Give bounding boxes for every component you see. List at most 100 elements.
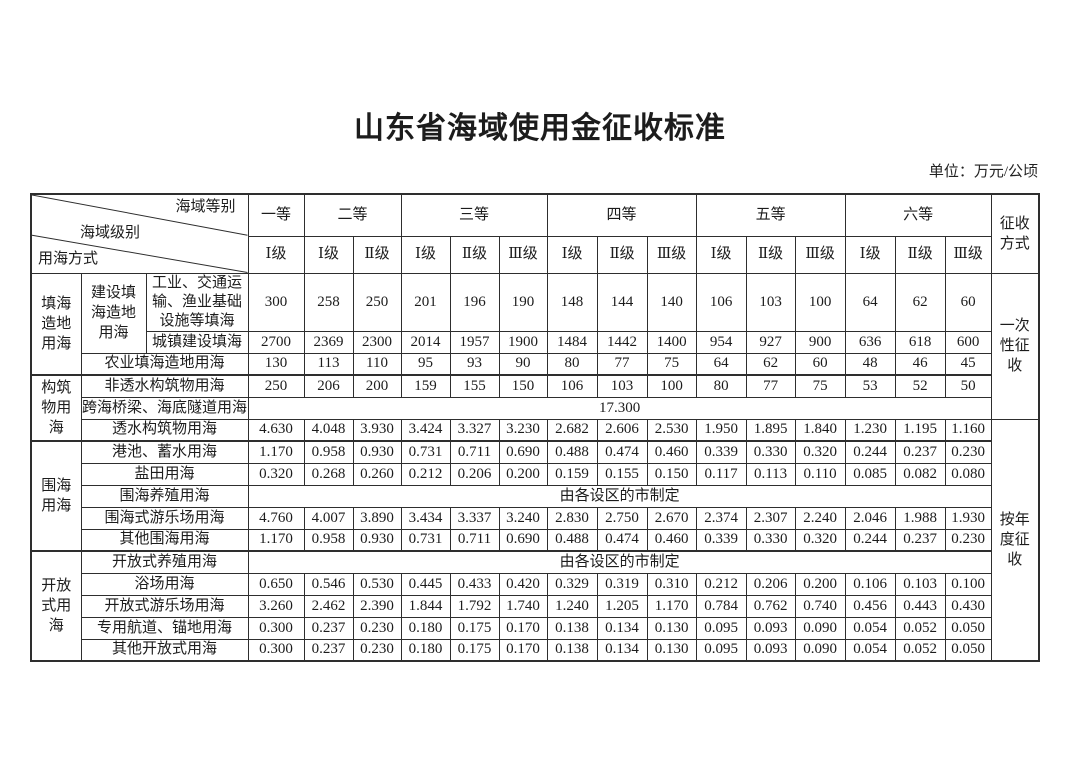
value-cell: 250 — [352, 272, 402, 332]
table-row: 城镇建设填海 2700 2369 2300 2014 1957 1900 1484 1442 14… — [31, 330, 1039, 354]
level-header-cell: Ⅰ级 — [546, 235, 598, 274]
value-cell: 110 — [352, 352, 402, 376]
value-cell: 0.175 — [449, 638, 500, 662]
value-cell: 45 — [944, 352, 992, 376]
value-cell: 4.630 — [247, 418, 305, 442]
level-header-cell: Ⅰ级 — [247, 235, 305, 274]
value-cell: 4.760 — [247, 506, 305, 530]
page-title: 山东省海域使用金征收标准 — [354, 112, 726, 145]
value-cell: 258 — [303, 272, 354, 332]
header-grade-row: 海域等别 海域级别 用海方式 一等 二等 三等 四等 五等 六等 征收方式 — [30, 193, 1040, 274]
level-header-cell: Ⅰ级 — [303, 235, 354, 274]
value-cell: 2.750 — [596, 506, 648, 530]
table-row: 盐田用海 0.320 0.268 0.260 0.212 0.206 0.200 0.159 0… — [31, 462, 1039, 486]
table-header: 海域等别 海域级别 用海方式 一等 二等 三等 四等 五等 六等 征收方式 Ⅰ级 Ⅰ级 Ⅱ级 Ⅰ级 Ⅱ级 Ⅲ级… — [30, 193, 1040, 274]
table-row: 构筑物用海 非透水构筑物用海 250 206 200 159 155 150 106 103 100… — [30, 374, 1039, 442]
table-body: 填海造地用海 建设填海造地用海 工业、交通运输、渔业基础设施等填海 300 258 250… — [30, 272, 1040, 662]
value-cell: 130 — [247, 352, 305, 376]
level-header-cell: Ⅲ级 — [944, 235, 992, 274]
value-cell: 0.113 — [745, 462, 796, 486]
level-header-cell: Ⅱ级 — [449, 235, 500, 274]
value-cell: 0.138 — [546, 638, 598, 662]
value-cell: 0.093 — [745, 616, 796, 640]
unit-note: 单位：万元/公顷 — [928, 164, 1038, 180]
value-cell: 0.711 — [449, 528, 500, 552]
value-cell: 0.488 — [546, 440, 598, 464]
row-label-cell: 浴场用海 — [80, 572, 249, 596]
row-label-cell: 开放式养殖用海 — [80, 550, 249, 574]
group-label: 构筑物用海 — [41, 380, 72, 436]
value-cell: 60 — [794, 352, 846, 376]
value-cell: 1.170 — [646, 594, 697, 618]
value-cell: 0.300 — [247, 616, 305, 640]
value-cell: 1.988 — [894, 506, 946, 530]
value-cell: 0.175 — [449, 616, 500, 640]
level-header-cell: Ⅲ级 — [646, 235, 697, 274]
grade-header-cell: 六等 — [844, 193, 992, 237]
value-cell: 1.792 — [449, 594, 500, 618]
group-label-cell: 填海造地用海 — [30, 272, 82, 376]
table-row: 围海式游乐场用海 4.760 4.007 3.890 3.434 3.337 3.240 2.… — [31, 506, 1039, 530]
value-cell: 0.082 — [894, 462, 946, 486]
value-cell: 0.958 — [303, 440, 354, 464]
value-cell: 636 — [844, 330, 896, 354]
value-cell: 75 — [794, 374, 846, 398]
value-cell: 2.307 — [745, 506, 796, 530]
value-cell: 0.339 — [695, 440, 747, 464]
collection-mode-label: 按年度征收 — [999, 511, 1030, 568]
value-cell: 1.170 — [247, 528, 305, 552]
value-cell: 0.080 — [944, 462, 992, 486]
value-cell: 0.762 — [745, 594, 796, 618]
value-cell: 0.711 — [449, 440, 500, 464]
value-cell: 155 — [449, 374, 500, 398]
value-cell: 3.930 — [352, 418, 402, 442]
value-cell: 0.237 — [303, 616, 354, 640]
value-cell: 2.462 — [303, 594, 354, 618]
value-cell: 3.260 — [247, 594, 305, 618]
row-label-cell: 透水构筑物用海 — [80, 418, 249, 442]
level-header-cell: Ⅰ级 — [844, 235, 896, 274]
corner-diagonal-lines — [32, 195, 247, 272]
value-cell: 100 — [794, 272, 846, 332]
value-cell: 2369 — [303, 330, 354, 354]
value-cell: 0.090 — [794, 638, 846, 662]
table-row: 专用航道、锚地用海 0.300 0.237 0.230 0.180 0.175 0.170 0… — [31, 616, 1039, 640]
value-cell: 0.230 — [944, 440, 992, 464]
level-header-cell: Ⅲ级 — [498, 235, 548, 274]
value-cell: 1442 — [596, 330, 648, 354]
value-cell: 1900 — [498, 330, 548, 354]
value-cell: 2014 — [400, 330, 451, 354]
value-cell: 52 — [894, 374, 946, 398]
value-cell: 0.093 — [745, 638, 796, 662]
value-cell: 927 — [745, 330, 796, 354]
value-cell: 1.895 — [745, 418, 796, 442]
value-cell: 3.230 — [498, 418, 548, 442]
value-cell: 0.319 — [596, 572, 648, 596]
row-label-cell: 围海式游乐场用海 — [80, 506, 249, 530]
value-cell: 148 — [546, 272, 598, 332]
value-cell: 48 — [844, 352, 896, 376]
value-cell: 0.200 — [498, 462, 548, 486]
value-cell: 2.390 — [352, 594, 402, 618]
value-cell: 0.230 — [944, 528, 992, 552]
value-cell: 0.206 — [745, 572, 796, 596]
value-cell: 46 — [894, 352, 946, 376]
value-cell: 0.170 — [498, 638, 548, 662]
value-cell: 2.046 — [844, 506, 896, 530]
table-row: 透水构筑物用海 4.630 4.048 3.930 3.424 3.327 3.230 2.6… — [31, 418, 1040, 662]
collection-mode-header: 征收方式 — [990, 193, 1040, 274]
collection-mode-cell: 按年度征收 — [990, 418, 1040, 662]
value-cell: 2300 — [352, 330, 402, 354]
value-cell: 3.240 — [498, 506, 548, 530]
value-cell: 0.212 — [695, 572, 747, 596]
grade-header-cell: 五等 — [695, 193, 846, 237]
value-cell: 0.930 — [352, 528, 402, 552]
value-cell: 1.240 — [546, 594, 598, 618]
value-cell: 0.445 — [400, 572, 451, 596]
value-cell: 2.670 — [646, 506, 697, 530]
value-cell: 0.546 — [303, 572, 354, 596]
value-cell: 64 — [695, 352, 747, 376]
value-cell: 0.268 — [303, 462, 354, 486]
value-cell: 0.237 — [894, 528, 946, 552]
value-cell: 0.310 — [646, 572, 697, 596]
